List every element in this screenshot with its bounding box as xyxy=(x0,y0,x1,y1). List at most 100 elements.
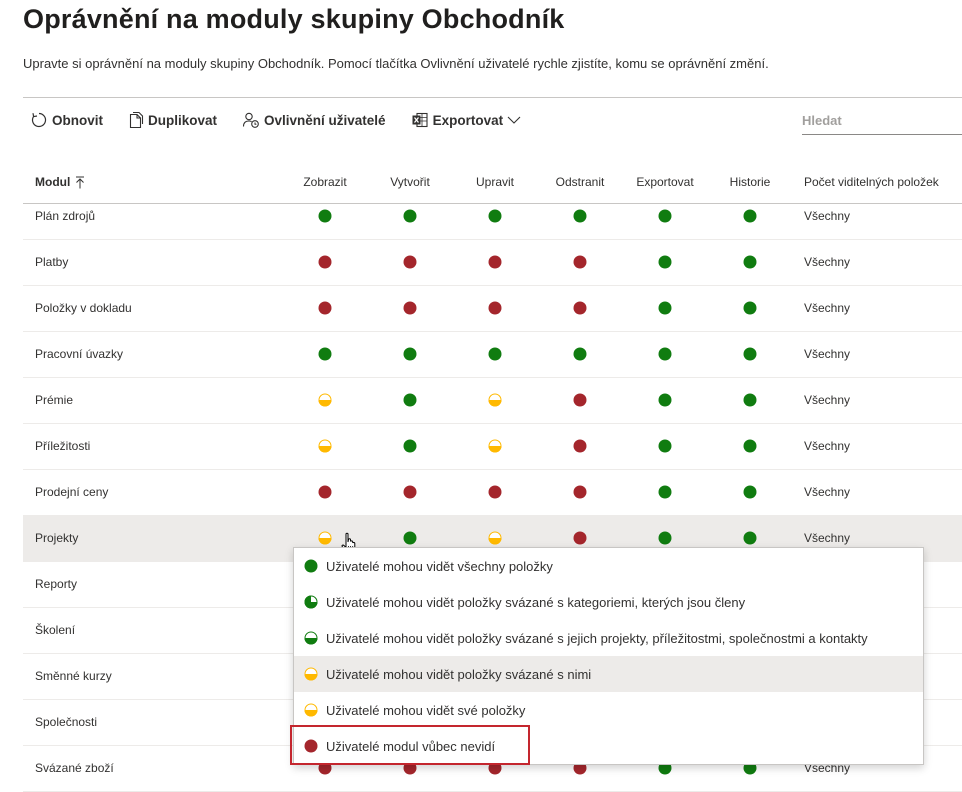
green-dot-icon[interactable] xyxy=(403,393,417,407)
table-row[interactable]: Plán zdrojů Všechny xyxy=(23,204,962,240)
popup-option[interactable]: Uživatelé modul vůbec nevidí xyxy=(290,725,923,765)
toolbar: Obnovit Duplikovat Ovlivnění uživatelé E… xyxy=(30,108,550,132)
column-header-4: Exportovat xyxy=(636,175,694,189)
yellow-half-dot-icon[interactable] xyxy=(318,439,332,453)
red-dot-icon[interactable] xyxy=(573,485,587,499)
green-dot-icon[interactable] xyxy=(403,209,417,223)
green-dot-icon[interactable] xyxy=(743,393,757,407)
green-dot-icon[interactable] xyxy=(403,531,417,545)
green-dot-icon[interactable] xyxy=(743,531,757,545)
green-half-dot-icon xyxy=(304,631,318,645)
module-column-header[interactable]: Modul xyxy=(35,162,85,203)
green-dot-icon[interactable] xyxy=(658,301,672,315)
table-row[interactable]: Platby Všechny xyxy=(23,240,962,286)
red-dot-icon[interactable] xyxy=(403,301,417,315)
yellow-half-dot-icon[interactable] xyxy=(318,393,332,407)
table-row[interactable]: Prémie Všechny xyxy=(23,378,962,424)
visible-items-count[interactable]: Všechny xyxy=(804,439,851,453)
yellow-half-dot-icon[interactable] xyxy=(318,531,332,545)
red-dot-icon[interactable] xyxy=(573,439,587,453)
column-header-3: Odstranit xyxy=(555,175,605,189)
export-button[interactable]: Exportovat xyxy=(411,111,526,129)
yellow-quarter-dot-icon xyxy=(304,703,318,717)
users-icon xyxy=(242,112,259,128)
green-dot-icon[interactable] xyxy=(658,485,672,499)
red-dot-icon[interactable] xyxy=(573,393,587,407)
green-dot-icon[interactable] xyxy=(658,393,672,407)
popup-option[interactable]: Uživatelé mohou vidět své položky xyxy=(294,692,923,728)
page-description: Upravte si oprávnění na moduly skupiny O… xyxy=(23,56,769,71)
green-full-dot-icon xyxy=(304,559,318,573)
popup-option[interactable]: Uživatelé mohou vidět položky svázané s … xyxy=(294,584,923,620)
table-row[interactable]: Pracovní úvazky Všechny xyxy=(23,332,962,378)
yellow-half-dot-icon[interactable] xyxy=(488,439,502,453)
red-dot-icon[interactable] xyxy=(573,255,587,269)
green-dot-icon[interactable] xyxy=(573,347,587,361)
red-dot-icon[interactable] xyxy=(488,485,502,499)
green-dot-icon[interactable] xyxy=(488,209,502,223)
copy-icon xyxy=(129,111,144,129)
green-dot-icon[interactable] xyxy=(573,209,587,223)
column-header-0: Zobrazit xyxy=(303,175,347,189)
duplicate-label: Duplikovat xyxy=(148,112,218,128)
column-header-2: Upravit xyxy=(475,175,515,189)
red-dot-icon[interactable] xyxy=(318,301,332,315)
green-dot-icon[interactable] xyxy=(743,301,757,315)
sort-ascending-icon xyxy=(76,176,85,189)
visible-items-count[interactable]: Všechny xyxy=(804,347,851,361)
visible-items-count[interactable]: Všechny xyxy=(804,255,851,269)
popup-option[interactable]: Uživatelé mohou vidět položky svázané s … xyxy=(294,656,923,692)
popup-option[interactable]: Uživatelé mohou vidět položky svázané s … xyxy=(294,620,923,656)
green-dot-icon[interactable] xyxy=(658,209,672,223)
module-name: Položky v dokladu xyxy=(35,301,132,315)
popup-option-label: Uživatelé mohou vidět položky svázané s … xyxy=(326,666,592,682)
affected-users-label: Ovlivnění uživatelé xyxy=(264,112,386,128)
refresh-button[interactable]: Obnovit xyxy=(30,111,103,129)
red-dot-icon[interactable] xyxy=(403,485,417,499)
visible-items-count[interactable]: Všechny xyxy=(804,209,851,223)
table-row[interactable]: Položky v dokladu Všechny xyxy=(23,286,962,332)
green-dot-icon[interactable] xyxy=(743,209,757,223)
green-dot-icon[interactable] xyxy=(658,439,672,453)
red-dot-icon[interactable] xyxy=(318,255,332,269)
red-dot-icon[interactable] xyxy=(488,255,502,269)
yellow-half-dot-icon[interactable] xyxy=(488,393,502,407)
module-name: Svázané zboží xyxy=(35,761,114,775)
visible-items-count[interactable]: Všechny xyxy=(804,393,851,407)
red-dot-icon[interactable] xyxy=(488,301,502,315)
visible-items-count[interactable]: Všechny xyxy=(804,531,851,545)
red-dot-icon[interactable] xyxy=(403,255,417,269)
duplicate-button[interactable]: Duplikovat xyxy=(128,111,217,129)
module-name: Prémie xyxy=(35,393,74,407)
visibility-options-popup: Uživatelé mohou vidět všechny položky Uži… xyxy=(290,547,924,765)
chevron-down-icon xyxy=(507,116,521,124)
module-name: Plán zdrojů xyxy=(35,209,96,223)
red-dot-icon[interactable] xyxy=(318,485,332,499)
green-dot-icon[interactable] xyxy=(403,347,417,361)
popup-option-label: Uživatelé mohou vidět položky svázané s … xyxy=(326,594,746,610)
yellow-half-dot-icon[interactable] xyxy=(488,531,502,545)
green-dot-icon[interactable] xyxy=(743,347,757,361)
excel-icon xyxy=(412,112,428,128)
table-header: Modul Počet viditelných položek Zobrazit… xyxy=(23,162,962,204)
red-dot-icon[interactable] xyxy=(573,531,587,545)
search-input[interactable] xyxy=(802,106,962,135)
green-dot-icon[interactable] xyxy=(318,209,332,223)
affected-users-button[interactable]: Ovlivnění uživatelé xyxy=(242,111,386,129)
green-dot-icon[interactable] xyxy=(403,439,417,453)
green-dot-icon[interactable] xyxy=(658,531,672,545)
green-dot-icon[interactable] xyxy=(658,255,672,269)
visible-items-count[interactable]: Všechny xyxy=(804,485,851,499)
table-row[interactable]: Příležitosti Všechny xyxy=(23,424,962,470)
table-row[interactable]: Prodejní ceny Všechny xyxy=(23,470,962,516)
green-dot-icon[interactable] xyxy=(743,485,757,499)
green-dot-icon[interactable] xyxy=(658,347,672,361)
green-dot-icon[interactable] xyxy=(743,439,757,453)
red-dot-icon[interactable] xyxy=(573,301,587,315)
module-name: Společnosti xyxy=(35,715,98,729)
green-dot-icon[interactable] xyxy=(743,255,757,269)
green-dot-icon[interactable] xyxy=(488,347,502,361)
popup-option[interactable]: Uživatelé mohou vidět všechny položky xyxy=(294,548,923,584)
visible-items-count[interactable]: Všechny xyxy=(804,301,851,315)
green-dot-icon[interactable] xyxy=(318,347,332,361)
